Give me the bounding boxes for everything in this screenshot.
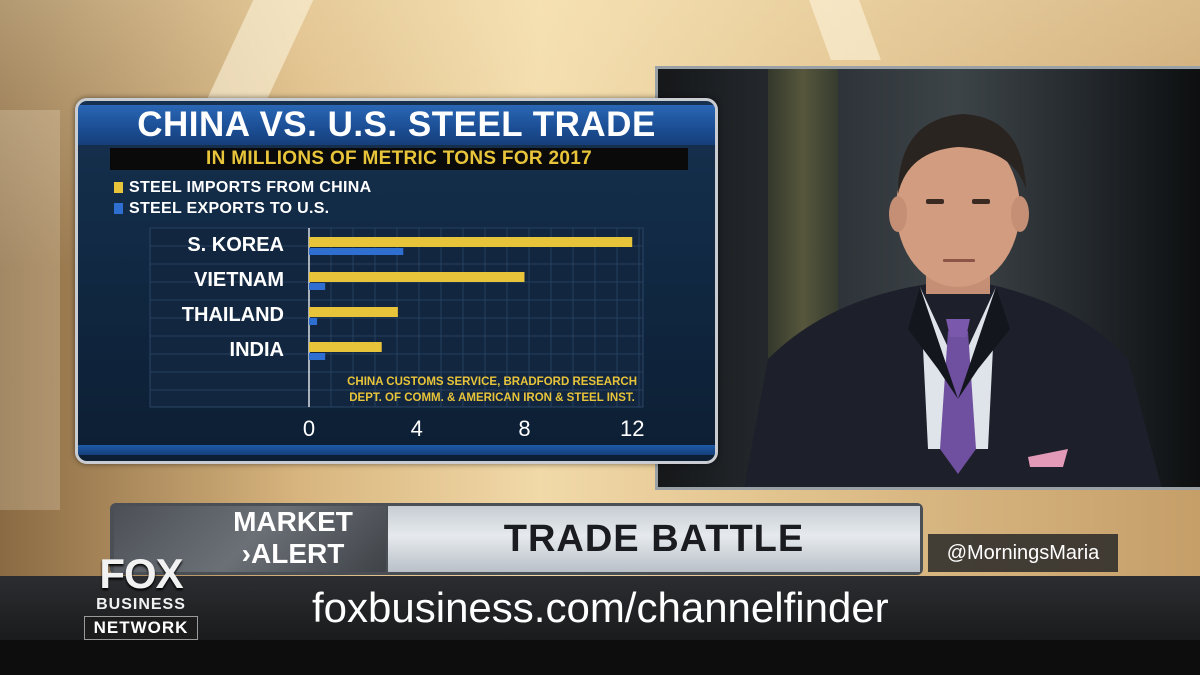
bar-chart-plot: S. KOREA VIETNAM THAILAND INDIA 0 4 8 12: [149, 227, 644, 441]
headline-text: TRADE BATTLE: [503, 517, 805, 560]
bar-exports: [309, 248, 404, 255]
chart-graphic: CHINA VS. U.S. STEEL TRADE IN MILLIONS O…: [75, 98, 718, 464]
chart-title: CHINA VS. U.S. STEEL TRADE: [78, 105, 715, 145]
light-beam: [809, 0, 881, 60]
bar-exports: [309, 353, 326, 360]
alert-label: ALERT: [251, 538, 345, 569]
x-tick-label: 8: [518, 416, 530, 441]
category-label: INDIA: [230, 339, 284, 361]
x-tick-label: 12: [620, 416, 644, 441]
x-tick-label: 0: [303, 416, 315, 441]
bar-imports: [309, 272, 525, 282]
legend-item-exports: STEEL EXPORTS TO U.S.: [114, 198, 371, 219]
chart-source-line-1: CHINA CUSTOMS SERVICE, BRADFORD RESEARCH: [347, 376, 637, 388]
chart-source-line-2: DEPT. OF COMM. & AMERICAN IRON & STEEL I…: [349, 392, 635, 404]
guest-video-feed: [655, 66, 1200, 490]
guest-figure: [744, 114, 1162, 487]
url-crawl-bar: [0, 576, 1200, 640]
bottom-bar: [0, 640, 1200, 675]
legend-label-exports: STEEL EXPORTS TO U.S.: [129, 199, 330, 217]
category-label: THAILAND: [182, 304, 284, 326]
chart-subtitle: IN MILLIONS OF METRIC TONS FOR 2017: [110, 148, 688, 170]
x-tick-label: 4: [411, 416, 423, 441]
chart-footer-bar: [78, 445, 715, 455]
headline-banner: TRADE BATTLE: [388, 506, 920, 572]
fox-business-network-logo: FOX BUSINESS NETWORK: [80, 552, 202, 642]
bar-imports: [309, 237, 633, 247]
legend-label-imports: STEEL IMPORTS FROM CHINA: [129, 178, 372, 196]
bar-exports: [309, 318, 318, 325]
social-handle-text: @MorningsMaria: [946, 541, 1100, 564]
bar-imports: [309, 307, 398, 317]
chevron-right-icon: ›: [241, 538, 251, 569]
crawl-text: foxbusiness.com/channelfinder: [312, 584, 889, 631]
legend-swatch-imports: [114, 182, 123, 193]
legend-swatch-exports: [114, 203, 123, 214]
market-label: MARKET: [233, 506, 353, 537]
light-beam: [0, 110, 60, 510]
bar-imports: [309, 342, 382, 352]
category-label: VIETNAM: [194, 269, 284, 291]
market-alert-panel: [114, 506, 386, 572]
chart-legend: STEEL IMPORTS FROM CHINA STEEL EXPORTS T…: [114, 177, 371, 219]
bar-exports: [309, 283, 326, 290]
chart-source: CHINA CUSTOMS SERVICE, BRADFORD RESEARCH…: [347, 374, 637, 406]
social-handle: @MorningsMaria: [928, 534, 1118, 572]
category-label: S. KOREA: [187, 234, 284, 256]
legend-item-imports: STEEL IMPORTS FROM CHINA: [114, 177, 371, 198]
light-beam: [206, 0, 314, 100]
market-alert-label: MARKET ›ALERT: [228, 506, 358, 570]
